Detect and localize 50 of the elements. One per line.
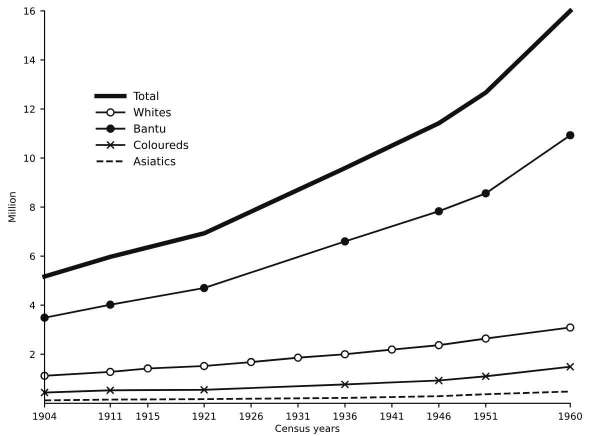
point xyxy=(434,376,443,385)
point xyxy=(106,300,114,309)
x-tick-label: 1915 xyxy=(136,412,160,420)
point xyxy=(482,189,490,198)
x-tick-label: 1921 xyxy=(192,412,216,420)
x-tick-label: 1960 xyxy=(558,412,582,420)
legend-label: Bantu xyxy=(134,124,166,133)
x-axis-title: Census years xyxy=(275,424,340,434)
x-tick-label: 1941 xyxy=(380,412,404,420)
point xyxy=(200,386,208,394)
point xyxy=(434,207,443,216)
point xyxy=(340,350,350,358)
y-tick-label: 4 xyxy=(30,302,35,309)
x-tick-label: 1931 xyxy=(286,412,310,420)
x-tick-label: 1946 xyxy=(428,412,451,420)
y-tick-label: 16 xyxy=(24,7,35,15)
point xyxy=(106,386,114,394)
point xyxy=(340,380,350,389)
y-tick-label: 12 xyxy=(24,105,35,113)
point xyxy=(246,358,256,366)
legend-label: Coloureds xyxy=(134,140,188,150)
x-tick-label: 1936 xyxy=(334,412,357,420)
line-series xyxy=(42,8,572,279)
point xyxy=(294,354,302,362)
x-tick-label: 1926 xyxy=(240,412,263,420)
x-tick-label: 1904 xyxy=(33,412,56,420)
y-tick-label: 2 xyxy=(30,350,35,358)
point xyxy=(566,362,574,371)
point xyxy=(200,362,208,370)
legend-label: Whites xyxy=(134,108,171,116)
point xyxy=(434,341,443,350)
x-tick-label: 1951 xyxy=(474,412,498,420)
point xyxy=(144,364,152,373)
x-tick-label: 1911 xyxy=(98,412,122,420)
point xyxy=(388,345,396,354)
y-tick-label: 14 xyxy=(24,56,35,64)
y-axis-title: Million xyxy=(8,192,16,222)
point xyxy=(482,334,490,343)
y-tick-label: 6 xyxy=(30,252,35,260)
point xyxy=(40,388,49,397)
point xyxy=(340,237,350,246)
point xyxy=(482,372,490,380)
point xyxy=(566,323,574,332)
legend-label: Asiatics xyxy=(133,156,176,166)
y-tick-label: 10 xyxy=(24,154,35,162)
point xyxy=(200,284,208,292)
y-tick-label: 8 xyxy=(30,204,35,211)
legend-label: Total xyxy=(133,92,158,100)
point xyxy=(106,368,114,376)
point xyxy=(566,131,574,140)
